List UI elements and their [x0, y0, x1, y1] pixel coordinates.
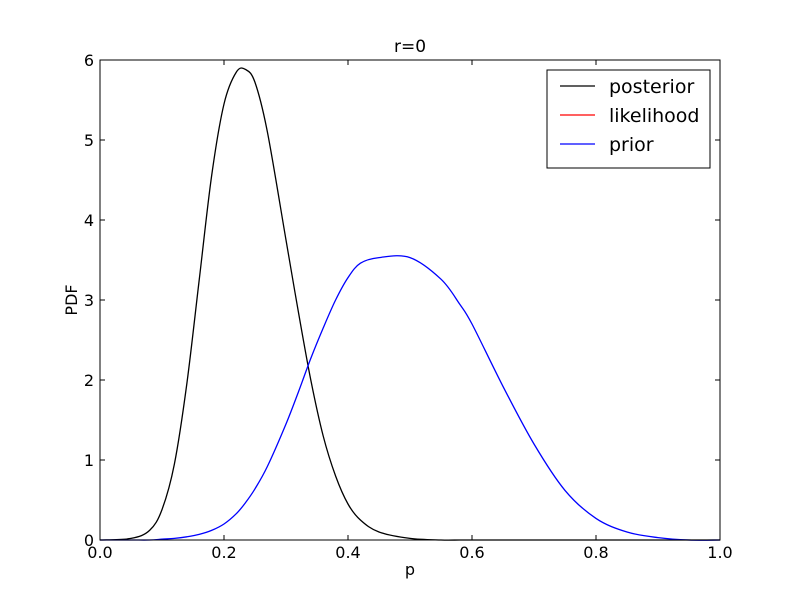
legend-label-posterior: posterior — [609, 76, 694, 98]
x-tick-label: 0.6 — [459, 543, 484, 562]
legend-label-prior: prior — [609, 134, 654, 156]
legend-box — [546, 69, 711, 169]
chart-title: r=0 — [394, 37, 426, 57]
x-tick-label: 1.0 — [707, 543, 732, 562]
x-tick-label: 0.2 — [211, 543, 236, 562]
y-tick-label: 0 — [84, 531, 94, 550]
x-tick-label: 0.4 — [335, 543, 360, 562]
x-tick-label: 0.8 — [583, 543, 608, 562]
legend-label-likelihood: likelihood — [609, 105, 699, 127]
series-line-prior — [100, 255, 721, 541]
x-axis-title: p — [405, 560, 415, 579]
x-tick-label: 0.0 — [87, 543, 112, 562]
y-tick-label: 1 — [84, 451, 94, 470]
legend: posterior likelihood prior — [546, 69, 711, 169]
y-tick-label: 3 — [84, 291, 94, 310]
y-tick-label: 6 — [84, 51, 94, 70]
y-tick-label: 2 — [84, 371, 94, 390]
y-tick-label: 4 — [84, 211, 94, 230]
y-axis-title: PDF — [62, 284, 81, 315]
y-tick-label: 5 — [84, 131, 94, 150]
